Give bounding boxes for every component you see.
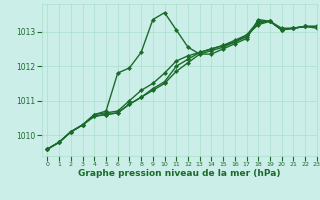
X-axis label: Graphe pression niveau de la mer (hPa): Graphe pression niveau de la mer (hPa) xyxy=(78,169,280,178)
